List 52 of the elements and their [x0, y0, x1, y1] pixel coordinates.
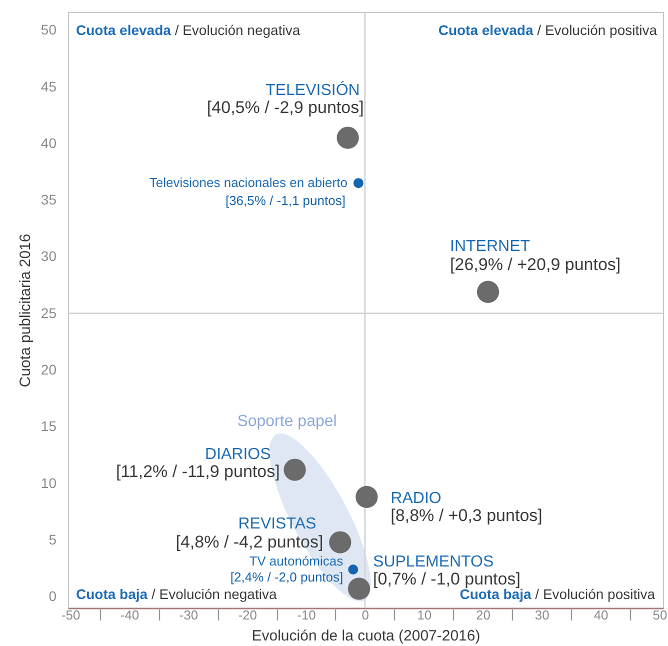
point: [329, 531, 352, 554]
annotation: Soporte papel: [237, 413, 337, 430]
x-tick-label: -10: [297, 608, 316, 622]
x-tick-label: 50: [652, 608, 668, 622]
data-label: [36,5% / -1,1 puntos]: [225, 193, 346, 208]
y-tick-label: 50: [40, 22, 57, 38]
x-tick-label: -30: [179, 608, 198, 622]
point: [356, 486, 378, 508]
series-label: Televisiones nacionales en abierto: [149, 175, 348, 190]
x-tick-label: 0: [362, 608, 370, 622]
data-label: [4,8% / -4,2 puntos]: [176, 532, 324, 552]
y-tick-label: 10: [40, 474, 57, 491]
point: [348, 564, 358, 574]
x-tick-label: 40: [594, 608, 608, 622]
annotation: Cuota baja / Evolución negativa: [76, 586, 277, 602]
x-tick-label: -50: [61, 608, 80, 622]
series-label: SUPLEMENTOS: [373, 554, 494, 571]
point: [284, 458, 306, 481]
y-tick-label: 40: [40, 134, 57, 151]
y-axis-title: Cuota publicitaria 2016: [16, 234, 34, 388]
annotation: Cuota elevada / Evolución negativa: [76, 22, 300, 38]
data-label: [8,8% / +0,3 puntos]: [390, 506, 542, 525]
series-label: REVISTAS: [238, 515, 316, 532]
y-tick-label: 5: [48, 532, 57, 548]
data-label: [2,4% / -2,0 puntos]: [230, 569, 344, 584]
data-label: [26,9% / +20,9 puntos]: [450, 254, 621, 274]
x-axis-title: Evolución de la cuota (2007-2016): [252, 628, 480, 644]
data-label: [11,2% / -11,9 puntos]: [116, 462, 280, 481]
point: [476, 280, 500, 303]
x-tick-label: -40: [120, 608, 140, 622]
point: [353, 178, 364, 188]
point: [348, 578, 370, 600]
y-tick-label: 25: [40, 304, 57, 321]
data-label: [0,7% / -1,0 puntos]: [373, 570, 520, 589]
y-tick-label: 0: [48, 588, 57, 604]
y-tick-label: 30: [40, 248, 57, 264]
series-label: DIARIOS: [205, 446, 271, 463]
x-tick-label: 10: [417, 608, 432, 622]
point: [336, 126, 359, 149]
x-tick-label: 20: [476, 608, 490, 622]
y-tick-label: 20: [40, 362, 57, 378]
x-tick-label: -20: [238, 608, 257, 622]
annotation: Cuota elevada / Evolución positiva: [438, 22, 658, 38]
y-tick-label: 35: [40, 192, 57, 208]
data-label: [40,5% / -2,9 puntos]: [206, 98, 364, 117]
y-tick-label: 15: [40, 418, 57, 434]
x-tick-label: 30: [534, 608, 550, 622]
series-label: RADIO: [390, 490, 442, 507]
series-label: TV autonómicas: [249, 553, 344, 568]
series-label: TELEVISIÓN: [266, 80, 360, 99]
text: INTERNET: [450, 238, 530, 255]
y-tick-label: 45: [40, 78, 57, 94]
